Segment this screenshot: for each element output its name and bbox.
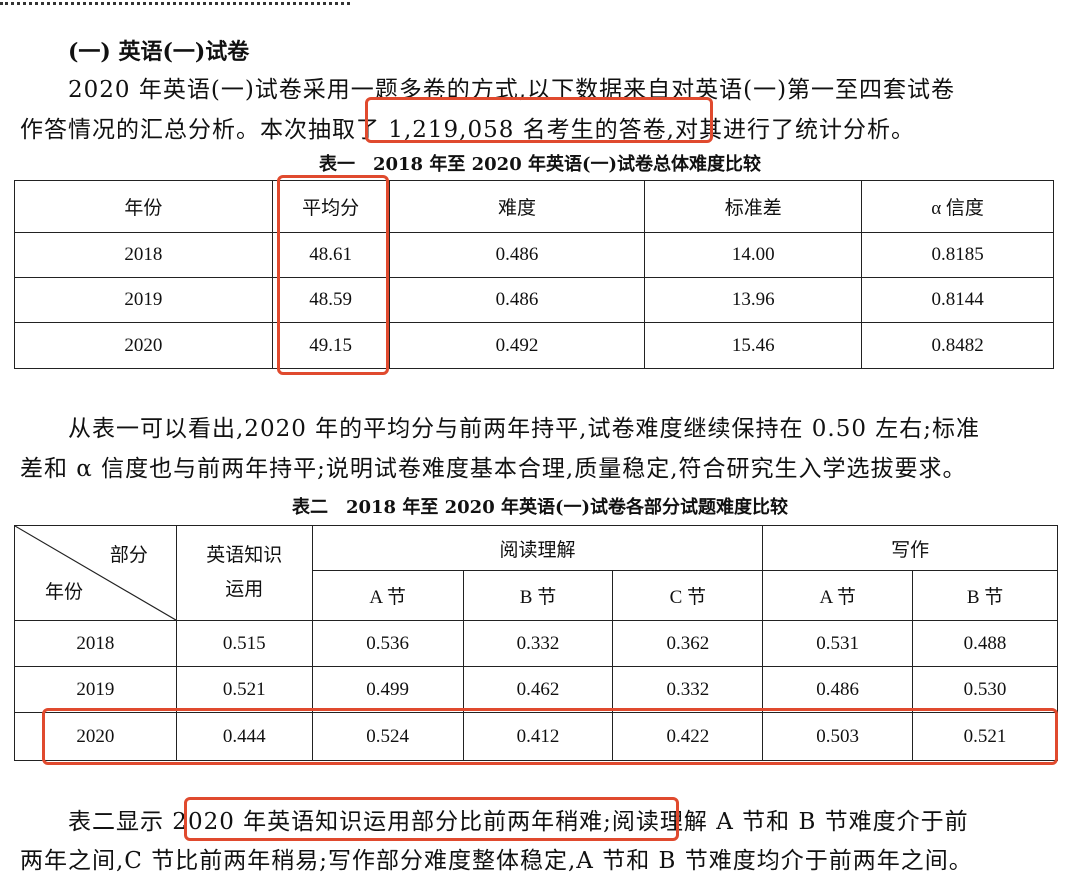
cell: 0.486 [388,277,646,323]
cell: 0.8144 [861,277,1054,323]
cell: 0.8185 [861,232,1054,278]
paragraph-line: 表二显示 2020 年英语知识运用部分比前两年稍难;阅读理解 A 节和 B 节难… [68,809,969,835]
cell: 0.486 [388,232,646,278]
table2: 部分 年份 英语知识运用 阅读理解 写作 A 节 B 节 C 节 A 节 B 节… [14,525,1058,761]
cell: 2019 [14,277,273,323]
header-reading: 阅读理解 [311,525,764,571]
corner-top-label: 部分 [109,545,148,566]
cell: 2018 [14,620,177,667]
header-cell: 难度 [388,180,646,233]
corner-header-cell: 部分 年份 [14,525,177,621]
table-row: 2020 0.444 0.524 0.412 0.422 0.503 0.521 [14,712,1058,761]
highlight-box-average-score [277,175,389,375]
subheader-cell: C 节 [612,570,764,621]
section-heading: (一) 英语(一)试卷 [68,39,250,65]
paragraph-line: 差和 α 信度也与前两年持平;说明试卷难度基本合理,质量稳定,符合研究生入学选拔… [20,456,967,482]
cell: 0.8482 [861,322,1054,369]
highlight-box-conclusion [184,797,679,841]
cell: 13.96 [644,277,863,323]
cell: 0.503 [762,712,914,761]
paragraph-line: 作答情况的汇总分析。本次抽取了 1,219,058 名考生的答卷,对其进行了统计… [20,117,915,143]
cell: 0.499 [311,666,464,713]
table-row: 2018 48.61 0.486 14.00 0.8185 [14,232,1054,278]
table-row: 2019 0.521 0.499 0.462 0.332 0.486 0.530 [14,666,1058,713]
subheader-cell: A 节 [311,570,464,621]
subheader-cell: B 节 [912,570,1058,621]
highlight-box-2020-row [42,708,1058,765]
cell: 0.524 [311,712,464,761]
cell: 0.521 [175,666,313,713]
cell: 14.00 [644,232,863,278]
cell: 2020 [14,712,177,761]
paragraph-line: 从表一可以看出,2020 年的平均分与前两年持平,试卷难度继续保持在 0.50 … [68,416,981,442]
header-writing: 写作 [762,525,1058,571]
cell: 0.531 [762,620,914,667]
table1-caption: 表一 2018 年至 2020 年英语(一)试卷总体难度比较 [318,154,762,175]
table-row: 2018 0.515 0.536 0.332 0.362 0.531 0.488 [14,620,1058,667]
cell: 15.46 [644,322,863,369]
subheader-cell: A 节 [762,570,914,621]
cell: 2018 [14,232,273,278]
header-cell: 标准差 [644,180,863,233]
cell: 0.530 [912,666,1058,713]
cell: 0.422 [612,712,764,761]
subheader-cell: B 节 [462,570,614,621]
cell: 0.488 [912,620,1058,667]
corner-bottom-label: 年份 [45,582,84,603]
table1: 年份 平均分 难度 标准差 α 信度 2018 48.61 0.486 14.00 0.… [14,180,1054,369]
cell: 0.486 [762,666,914,713]
dotted-divider [0,2,350,5]
header-cell: 年份 [14,180,273,233]
cell: 0.492 [388,322,646,369]
cell: 0.515 [175,620,313,667]
cell: 0.332 [462,620,614,667]
table-row: 2019 48.59 0.486 13.96 0.8144 [14,277,1054,323]
cell: 0.412 [462,712,614,761]
table2-caption: 表二 2018 年至 2020 年英语(一)试卷各部分试题难度比较 [291,497,789,518]
header-cell: 平均分 [271,180,390,233]
cell: 0.444 [175,712,313,761]
cell: 2020 [14,322,273,369]
paragraph-line: 两年之间,C 节比前两年稍易;写作部分难度整体稳定,A 节和 B 节难度均介于前… [20,848,973,874]
highlight-box-sample-count [365,97,713,143]
header-knowledge: 英语知识运用 [175,525,313,621]
table-row: 2020 49.15 0.492 15.46 0.8482 [14,322,1054,369]
cell: 0.332 [612,666,764,713]
cell: 48.59 [271,277,390,323]
cell: 0.536 [311,620,464,667]
cell: 0.462 [462,666,614,713]
cell: 0.362 [612,620,764,667]
cell: 0.521 [912,712,1058,761]
table-header-row: 年份 平均分 难度 标准差 α 信度 [14,180,1054,233]
cell: 2019 [14,666,177,713]
header-cell: α 信度 [861,180,1054,233]
